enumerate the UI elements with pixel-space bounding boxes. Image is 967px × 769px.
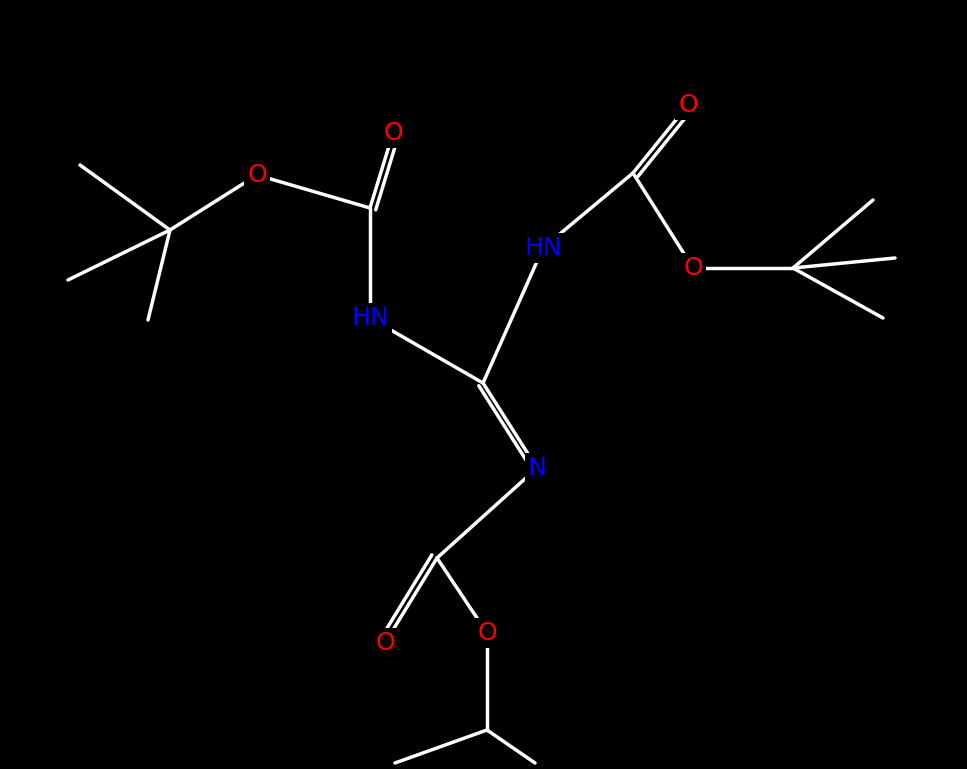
Text: O: O	[248, 163, 267, 187]
Text: HN: HN	[524, 236, 562, 260]
Text: O: O	[684, 256, 703, 280]
Text: O: O	[678, 93, 698, 117]
Text: O: O	[477, 621, 497, 645]
Text: O: O	[383, 121, 403, 145]
Text: O: O	[375, 631, 395, 655]
Text: HN: HN	[351, 306, 389, 330]
Text: N: N	[528, 456, 546, 480]
